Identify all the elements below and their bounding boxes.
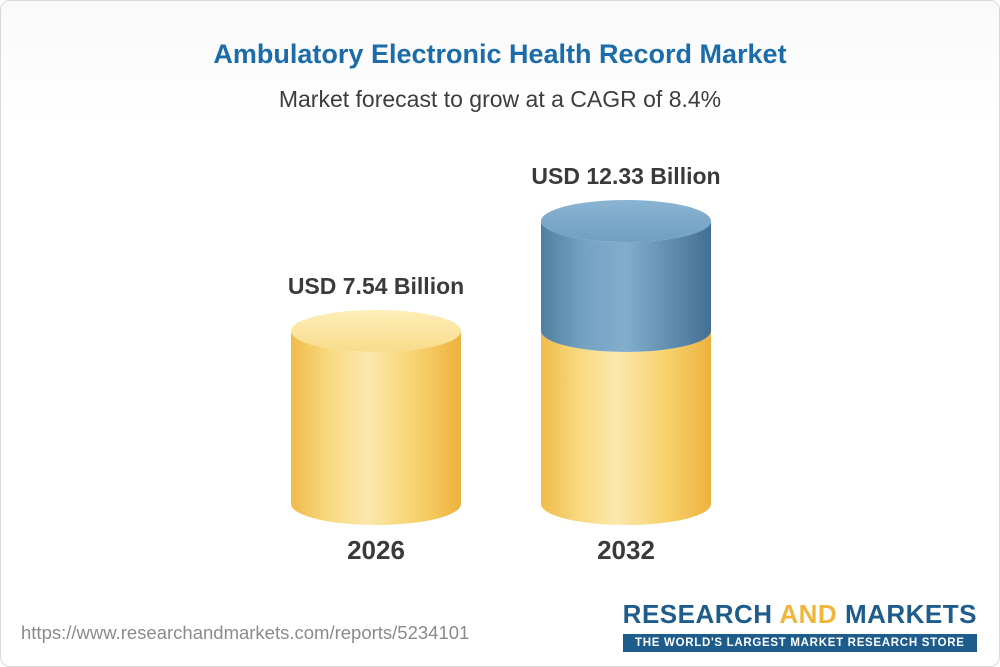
- cylinder-segment-blue: [541, 221, 711, 352]
- logo-word-and: AND: [779, 599, 838, 629]
- value-label-2026: USD 7.54 Billion: [288, 273, 464, 299]
- cylinder-2026: [291, 309, 461, 525]
- chart-header: Ambulatory Electronic Health Record Mark…: [1, 1, 999, 129]
- report-url[interactable]: https://www.researchandmarkets.com/repor…: [21, 622, 470, 643]
- cylinder-top-2026: [291, 309, 461, 352]
- axis-label-2032: 2032: [597, 535, 655, 565]
- market-bar-chart: USD 7.54 Billion USD 12.33 Billion 2026 …: [288, 163, 721, 565]
- research-and-markets-logo: RESEARCH AND MARKETS THE WORLD'S LARGEST…: [622, 599, 977, 652]
- chart-subtitle: Market forecast to grow at a CAGR of 8.4…: [278, 86, 722, 112]
- cylinder-top-2032: [541, 200, 711, 242]
- cylinder-segment-yellow: [291, 330, 461, 525]
- cylinder-segment-yellow: [541, 330, 711, 525]
- cylinder-2032: [541, 200, 711, 525]
- footer: https://www.researchandmarkets.com/repor…: [1, 599, 999, 666]
- logo-word-research: RESEARCH: [622, 599, 773, 629]
- chart-labels: USD 7.54 Billion USD 12.33 Billion 2026 …: [288, 163, 721, 565]
- axis-label-2026: 2026: [347, 535, 405, 565]
- value-label-2032: USD 12.33 Billion: [531, 163, 720, 189]
- cylinder-bars: [291, 200, 711, 525]
- logo-tagline: THE WORLD'S LARGEST MARKET RESEARCH STOR…: [622, 634, 977, 652]
- logo-wordmark: RESEARCH AND MARKETS: [623, 599, 977, 629]
- logo-word-markets: MARKETS: [844, 599, 977, 629]
- page-title: Ambulatory Electronic Health Record Mark…: [213, 39, 787, 69]
